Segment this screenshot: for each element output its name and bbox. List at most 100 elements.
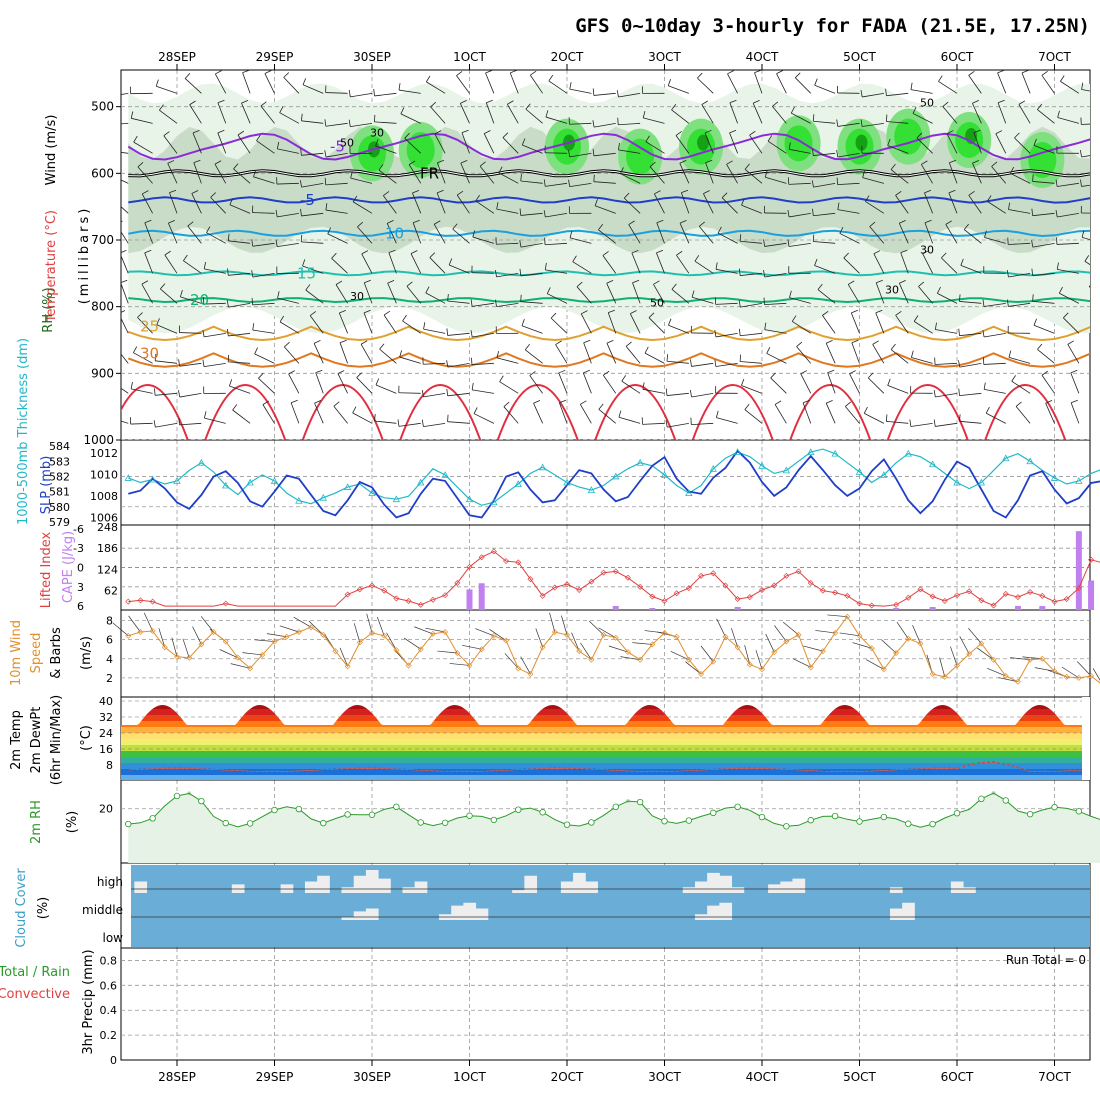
wind-barb-flag <box>502 132 509 138</box>
thickness-point <box>685 489 693 497</box>
wind-barb-flag <box>475 194 480 202</box>
wind-barb-flag <box>817 283 823 290</box>
wind-barb <box>191 193 202 214</box>
wind-barb <box>279 112 300 124</box>
wind-barb <box>865 201 885 214</box>
wind-barb-flag <box>593 174 595 182</box>
cape-bar <box>612 606 619 610</box>
wind-barb <box>1037 109 1055 124</box>
wind-barb-flag <box>603 370 610 376</box>
wind-barb <box>301 182 324 188</box>
wind-tick-label: 2 <box>106 672 113 685</box>
lifted-index-point <box>929 593 936 600</box>
wind-barb-flag <box>543 210 546 218</box>
wind-barb <box>217 132 227 154</box>
thickness-point <box>295 496 303 504</box>
wind-barb <box>886 92 909 97</box>
wind-barb <box>121 420 129 424</box>
wind-barb-flag <box>608 309 615 314</box>
wind-barb-flag <box>154 388 156 396</box>
wind10m-point <box>1088 672 1095 679</box>
wind10m-barb <box>782 621 799 636</box>
wind-barb <box>558 402 568 424</box>
wind-barb <box>360 344 373 364</box>
wind-barb-flag <box>203 411 207 419</box>
top-date-label: 1OCT <box>453 50 486 64</box>
wind-barb-flag <box>849 370 856 375</box>
ylabel-wind: Wind (m/s) <box>44 115 59 186</box>
wind-barb-flag <box>827 369 835 374</box>
thickness-point <box>441 471 449 478</box>
wind-barb <box>423 362 446 365</box>
wind-barb-flag <box>890 163 896 170</box>
wind10m-point <box>783 638 790 645</box>
cloud-cell-high <box>304 881 318 893</box>
li-tick-label: -3 <box>73 542 84 555</box>
lifted-index-point <box>966 588 973 595</box>
wind-barb <box>555 344 568 364</box>
wind-barb-flag <box>348 89 351 97</box>
thickness-point <box>392 495 401 503</box>
rh2m-ylabels: 2m RH (%) <box>29 800 80 844</box>
wind-barb <box>959 420 982 424</box>
wind10m-point <box>259 651 266 658</box>
wind-barb-flag <box>279 315 285 323</box>
wind10m-barb <box>308 620 324 636</box>
wind-barb-flag <box>592 148 595 156</box>
wind-barb <box>675 135 690 154</box>
wind10m-barb <box>112 622 129 637</box>
wind-barb-flag <box>631 249 639 254</box>
lifted-index-point <box>466 563 473 570</box>
ylabel-cape: CAPE (J/kg) <box>61 531 76 603</box>
wind-barb <box>496 242 519 245</box>
lifted-index-point <box>954 592 960 599</box>
wind10m-barb <box>293 616 312 628</box>
li-tick-label: 6 <box>77 600 84 613</box>
rh-point <box>125 820 132 828</box>
wind10m-point <box>600 631 607 638</box>
lifted-index-point <box>503 558 510 565</box>
wind10m-point <box>454 650 461 657</box>
dewpoint-line-inner <box>128 761 1090 772</box>
precip-ylabels: Total / Rain Convective 3hr Precip (mm) <box>0 949 96 1054</box>
wind-barb <box>794 77 812 94</box>
lifted-index-point <box>990 602 997 609</box>
wind-barb <box>667 422 689 428</box>
wind-barb-flag <box>812 208 814 216</box>
wind-barb <box>703 193 714 214</box>
wind-barb-flag <box>995 130 1003 135</box>
wind-barb-flag <box>691 290 695 298</box>
lifted-index-point <box>624 574 631 581</box>
isotherm-label: FR <box>420 164 439 182</box>
rh-contour-label: 30 <box>920 243 934 256</box>
wind-barb <box>666 392 689 396</box>
wind10m-speed-line <box>128 615 1100 684</box>
wind-barb <box>862 122 884 127</box>
lifted-index-point <box>1039 592 1046 599</box>
wind-barb <box>959 301 982 304</box>
bottom-date-label: 6OCT <box>941 1070 974 1084</box>
wind-barb <box>643 117 665 124</box>
wind10m-barb <box>462 644 482 650</box>
wind-barb-flag <box>130 381 133 389</box>
wind-barb-flag <box>885 114 888 122</box>
wind-barb-flag <box>160 283 166 290</box>
wind-barb-flag <box>642 110 646 118</box>
cloud-cell-high <box>341 887 355 893</box>
wind-barb-flag <box>1006 270 1009 278</box>
thickness-point <box>173 477 181 484</box>
lifted-index-point <box>527 576 534 583</box>
wind-barb-flag <box>910 82 913 90</box>
wind10m-barb <box>977 647 994 660</box>
wind-barb <box>1032 212 1055 217</box>
rh-point <box>905 820 912 827</box>
wind-barb <box>305 289 324 304</box>
temp-band <box>121 745 1090 751</box>
ylabel-6hr-minmax: (6hr Min/Max) <box>49 695 64 785</box>
bottom-date-label: 4OCT <box>746 1070 779 1084</box>
wind-barb <box>520 301 543 304</box>
rh-shading <box>128 83 1090 334</box>
precip-panel: 0.8 0.6 0.4 0.2 0 <box>100 954 1090 1067</box>
wind-barb-flag <box>430 101 437 108</box>
rh-point <box>1051 803 1058 811</box>
